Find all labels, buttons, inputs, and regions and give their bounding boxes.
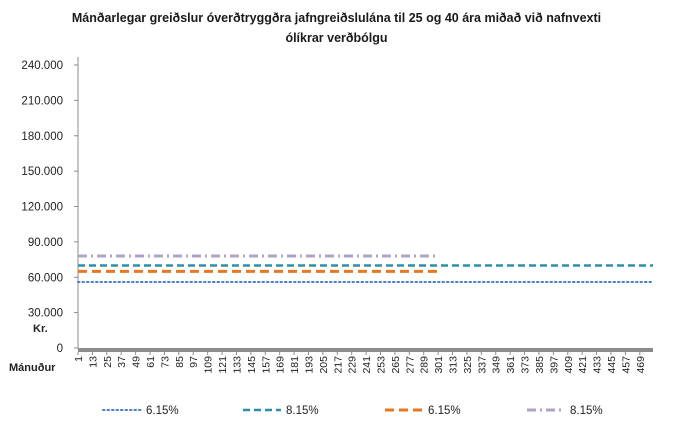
x-tick-label: 121 xyxy=(217,356,229,374)
x-tick-label: 205 xyxy=(318,356,330,374)
x-tick-label: 385 xyxy=(534,356,546,374)
x-tick-label: 145 xyxy=(246,356,258,374)
y-tick-label: 120.000 xyxy=(21,202,63,214)
x-tick-label: 1 xyxy=(73,356,85,362)
y-tick-label: 90.000 xyxy=(28,237,63,249)
x-tick-label: 373 xyxy=(520,356,532,374)
x-tick-label: 13 xyxy=(87,356,99,368)
x-tick-label: 265 xyxy=(390,356,402,374)
x-tick-label: 193 xyxy=(303,356,315,374)
chart-title: Mánðarlegar greiðslur óverðtryggðra jafn… xyxy=(0,8,673,48)
x-tick-label: 61 xyxy=(145,356,157,368)
x-tick-label: 37 xyxy=(116,356,128,368)
x-tick-label: 457 xyxy=(620,356,632,374)
legend-label-3: 6.15% xyxy=(428,405,461,417)
x-tick-label: 445 xyxy=(606,356,618,374)
x-tick-label: 421 xyxy=(577,356,589,374)
x-tick-label: 109 xyxy=(203,356,215,374)
y-tick-label: 0 xyxy=(57,343,63,355)
x-tick-label: 157 xyxy=(260,356,272,374)
legend-label-2: 8.15% xyxy=(286,405,319,417)
x-tick-label: 73 xyxy=(159,356,171,368)
y-tick-label: 150.000 xyxy=(21,166,63,178)
x-tick-label: 169 xyxy=(275,356,287,374)
x-axis-label: Mánuður xyxy=(9,362,56,374)
y-tick-label: 240.000 xyxy=(21,60,63,72)
legend-label-4: 8.15% xyxy=(570,405,603,417)
x-tick-label: 97 xyxy=(188,356,200,368)
x-tick-label: 397 xyxy=(548,356,560,374)
x-tick-label: 217 xyxy=(332,356,344,374)
x-tick-label: 313 xyxy=(448,356,460,374)
x-tick-label: 25 xyxy=(102,356,114,368)
y-axis-label: Kr. xyxy=(33,323,48,335)
x-tick-label: 85 xyxy=(174,356,186,368)
legend-label-1: 6.15% xyxy=(146,405,179,417)
chart-title-line-1: Mánðarlegar greiðslur óverðtryggðra jafn… xyxy=(71,11,602,25)
x-tick-label: 301 xyxy=(433,356,445,374)
y-tick-label: 180.000 xyxy=(21,131,63,143)
x-tick-label: 361 xyxy=(505,356,517,374)
y-tick-label: 30.000 xyxy=(28,308,63,320)
x-tick-label: 229 xyxy=(347,356,359,374)
x-tick-label: 433 xyxy=(592,356,604,374)
x-tick-label: 349 xyxy=(491,356,503,374)
x-tick-label: 337 xyxy=(476,356,488,374)
x-tick-label: 469 xyxy=(635,356,647,374)
x-tick-label: 241 xyxy=(361,356,373,374)
y-tick-label: 210.000 xyxy=(21,95,63,107)
x-tick-label: 409 xyxy=(563,356,575,374)
x-tick-label: 325 xyxy=(462,356,474,374)
x-tick-label: 133 xyxy=(231,356,243,374)
x-tick-label: 289 xyxy=(419,356,431,374)
chart-title-line-2: ólíkrar verðbólgu xyxy=(285,31,388,45)
x-axis-line xyxy=(78,348,653,352)
x-tick-label: 277 xyxy=(404,356,416,374)
y-tick-label: 60.000 xyxy=(28,272,63,284)
x-tick-label: 181 xyxy=(289,356,301,374)
x-tick-label: 253 xyxy=(376,356,388,374)
x-tick-label: 49 xyxy=(131,356,143,368)
